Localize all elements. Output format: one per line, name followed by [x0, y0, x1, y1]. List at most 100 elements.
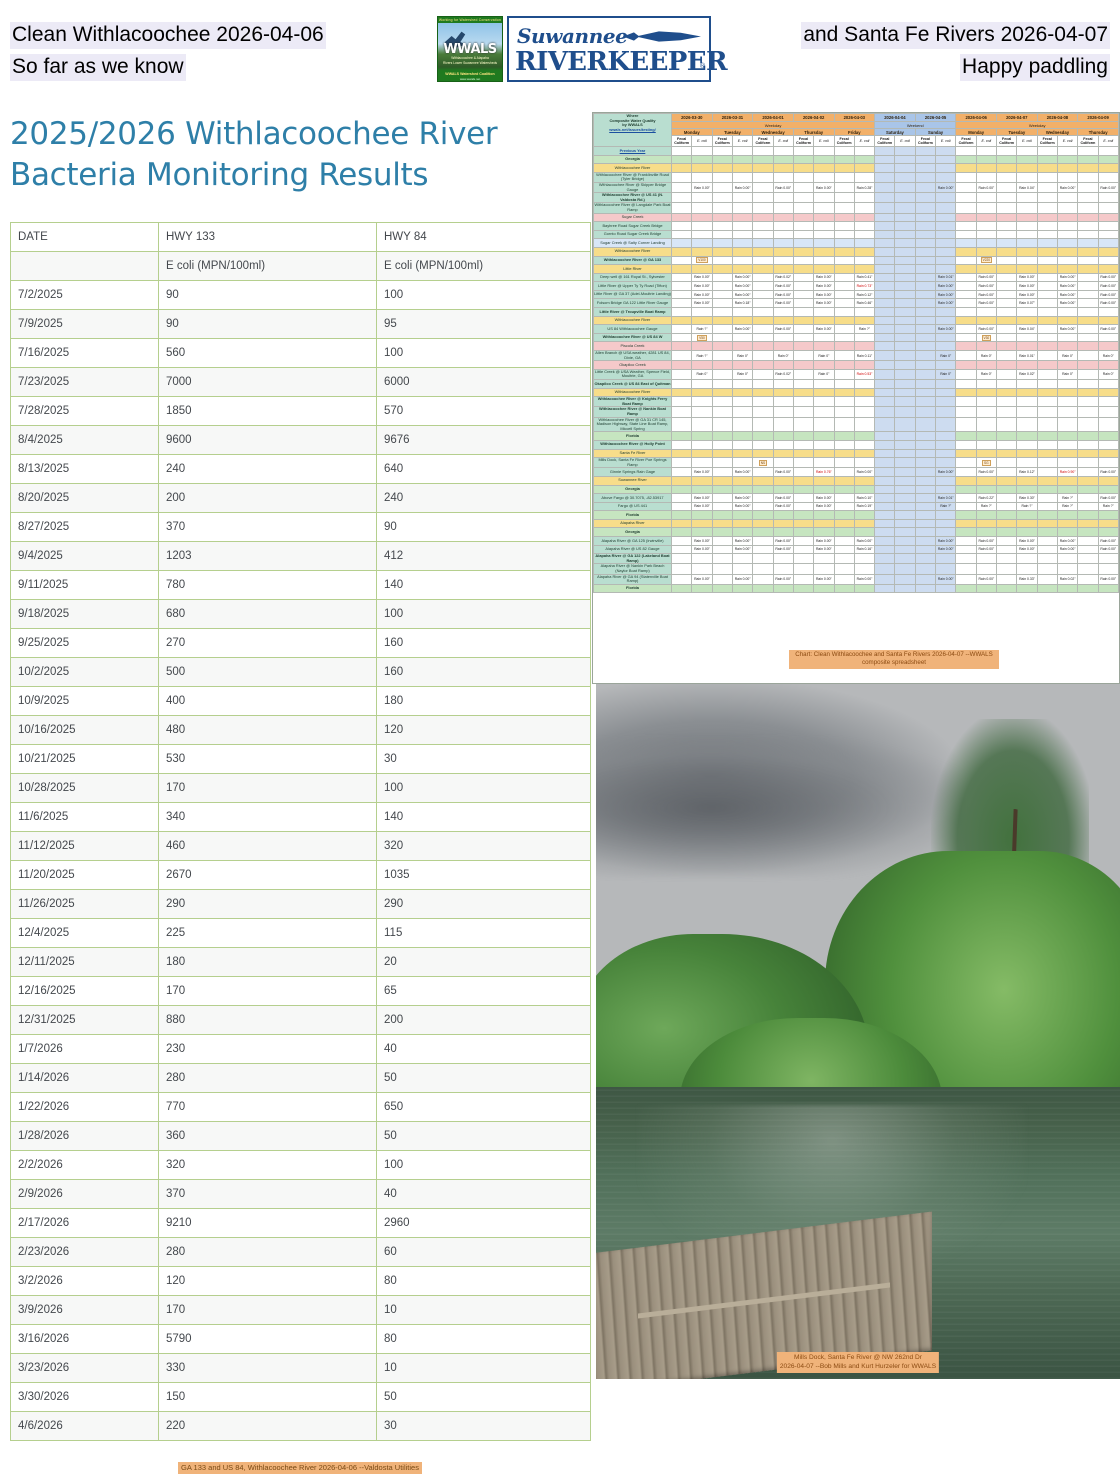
sheet-cell-38-13: Rain 0.01": [935, 493, 957, 503]
sheet-cell-46-20: [1077, 563, 1099, 575]
sheet-row: Little Creek @ USA Weather, Spence Field…: [593, 368, 1119, 381]
table-row-cell-1: 120: [158, 1265, 377, 1296]
sheet-cell-27-20: [1077, 387, 1099, 398]
table-row: 3/16/2026 5790 80: [10, 1323, 591, 1354]
sheet-cell-8-17: [1016, 221, 1038, 231]
sheet-cell-12-15: V220: [975, 255, 998, 266]
sheet-cell-48-19: [1056, 583, 1079, 594]
sheet-cell-18-5: [772, 307, 794, 317]
sheet-cell-28-14: [955, 396, 977, 408]
sheet-cell-45-5: [772, 553, 794, 565]
sheet-row-label: Suwannee River: [593, 475, 672, 486]
sheet-cell-20-14: [955, 324, 977, 334]
sheet-cell-25-8: [833, 368, 855, 381]
sheet-cell-12-21: [1097, 255, 1119, 266]
sheet-cell-15-12: [914, 281, 937, 291]
sheet-cell-17-0: [670, 298, 693, 309]
sheet-cell-23-19: Rain 0": [1056, 350, 1079, 362]
sheet-cell-18-4: [752, 307, 774, 317]
sheet-cell-48-15: [975, 583, 998, 594]
sheet-cell-25-12: [914, 368, 937, 381]
table-row-cell-1: 530: [158, 743, 377, 774]
wwals-composite-spreadsheet[interactable]: Where Composite Water Quality by WWALS wwal…: [592, 112, 1120, 684]
sheet-cell-4-17: Rain 0.04": [1016, 181, 1038, 194]
sheet-cell-36-21: [1097, 475, 1119, 486]
sheet-cell-8-7: [813, 221, 835, 231]
sheet-cell-3-11: [894, 171, 916, 183]
sheet-row-label: Georgia: [593, 154, 672, 165]
sheet-row-label: Santa Fe River: [593, 448, 672, 459]
sheet-cell-15-9: Rain 0.73": [853, 281, 876, 291]
sheet-cell-31-13: [935, 431, 957, 441]
sheet-cell-36-9: [853, 475, 876, 486]
sheet-cell-5-3: [731, 192, 754, 204]
sheet-cell-17-11: [894, 298, 916, 309]
sheet-cell-5-18: [1036, 192, 1058, 204]
sheet-cell-7-6: [792, 212, 815, 223]
sheet-cell-11-21: [1097, 246, 1119, 257]
table-row-cell-2: 650: [376, 1091, 591, 1122]
sheet-cell-22-16: [995, 341, 1018, 352]
sheet-cell-4-0: [670, 181, 693, 194]
sheet-cell-37-6: [792, 484, 815, 495]
sheet-cell-26-9: [853, 379, 876, 389]
sheet-cell-12-9: [853, 255, 876, 266]
sheet-cell-4-9: Rain 0.28": [853, 181, 876, 194]
sheet-cell-7-11: [894, 212, 916, 223]
table-row-cell-2: 95: [376, 308, 591, 339]
sheet-cell-27-16: [995, 387, 1018, 398]
sheet-cell-10-17: [1016, 238, 1038, 248]
sheet-cell-40-8: [833, 510, 855, 520]
sheet-cell-45-6: [792, 553, 815, 565]
sheet-cell-12-5: [772, 255, 794, 266]
sheet-cell-15-21: Rain 0.00": [1097, 281, 1119, 291]
sheet-cell-17-13: Rain 0.00": [935, 298, 957, 309]
sheet-cell-4-3: Rain 0.00": [731, 181, 754, 194]
sheet-cell-4-2: [711, 181, 733, 194]
sheet-cell-33-8: [833, 448, 855, 459]
sheet-cell-29-16: [995, 406, 1018, 418]
sheet-cell-4-13: Rain 0.00": [935, 181, 957, 194]
sheet-cell-8-13: [935, 221, 957, 231]
sheet-cell-45-4: [752, 553, 774, 565]
sheet-cell-24-10: [874, 360, 896, 370]
table-row: 1/28/2026 360 50: [10, 1120, 591, 1151]
sheet-cell-35-11: [894, 467, 916, 477]
sheet-cell-8-0: [670, 221, 693, 231]
sheet-cell-12-14: [955, 255, 977, 266]
sheet-cell-37-11: [894, 484, 916, 495]
sheet-cell-9-21: [1097, 229, 1119, 240]
table-row-cell-0: 3/2/2026: [10, 1265, 159, 1296]
sheet-cell-37-10: [874, 484, 896, 495]
sheet-cell-13-20: [1077, 264, 1099, 274]
sheet-cell-31-3: [731, 431, 754, 441]
table-row-cell-0: 2/9/2026: [10, 1178, 159, 1209]
sheet-cell-36-6: [792, 475, 815, 486]
sheet-date-2026-04-06: 2026-04-06: [955, 113, 997, 122]
table-row: 3/2/2026 120 80: [10, 1265, 591, 1296]
sheet-cell-3-7: [813, 171, 835, 183]
sheet-cell-29-0: [670, 406, 693, 418]
sheet-cell-15-11: [894, 281, 916, 291]
sheet-cell-30-13: [935, 416, 957, 433]
sheet-row: Alapaha River @ US 82 Gauge Rain 0.00" Rai…: [593, 544, 1119, 555]
sheet-cell-5-16: [995, 192, 1018, 204]
sheet-cell-5-2: [711, 192, 733, 204]
sheet-cell-34-21: [1097, 457, 1119, 469]
sheet-cell-41-16: [995, 518, 1018, 529]
table-row: 12/16/2025 170 65: [10, 975, 591, 1006]
sheet-cell-23-20: [1077, 350, 1099, 362]
sheet-cell-41-8: [833, 518, 855, 529]
table-row-cell-2: 30: [376, 1410, 591, 1441]
sheet-cell-46-12: [914, 563, 937, 575]
sheet-cell-14-3: Rain 0.00": [731, 272, 754, 283]
sheet-cell-31-16: [995, 431, 1018, 441]
sheet-row: Withlacoochee River: [593, 163, 1119, 173]
sheet-cell-37-13: [935, 484, 957, 495]
table-row: 1/22/2026 770 650: [10, 1091, 591, 1122]
sheet-cell-22-9: [853, 341, 876, 352]
sheet-cell-27-12: [914, 387, 937, 398]
sheet-cell-46-11: [894, 563, 916, 575]
sheet-cell-35-5: Rain 0.00": [772, 467, 794, 477]
sheet-row: Withlacoochee River @ Holly Point: [593, 439, 1119, 450]
